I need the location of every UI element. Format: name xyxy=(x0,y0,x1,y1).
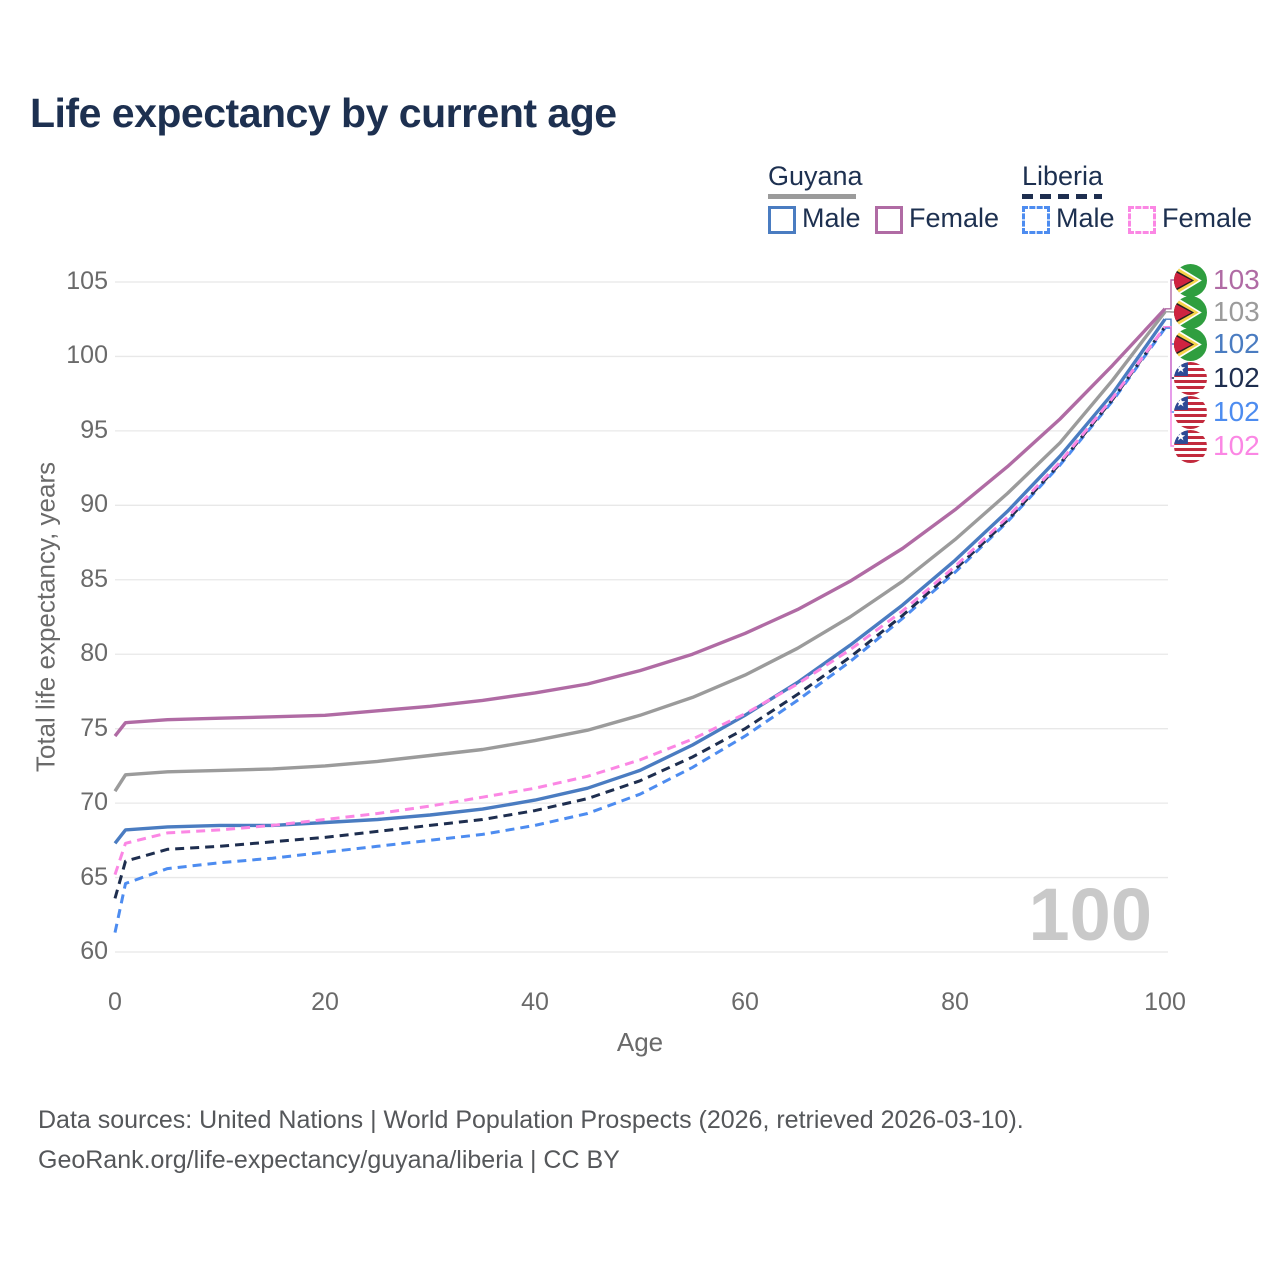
y-axis-title: Total life expectancy, years xyxy=(30,461,61,773)
legend-group-guyana: Guyana xyxy=(768,161,863,191)
liberia-dashed-line-swatch-icon xyxy=(1022,194,1102,199)
end-label-value: 102 xyxy=(1213,430,1260,461)
end-label: 103 xyxy=(1174,263,1260,297)
end-label-value: 102 xyxy=(1213,328,1260,359)
y-tick-label: 80 xyxy=(80,639,108,667)
legend-item-liberia-male[interactable]: Male xyxy=(1056,203,1115,233)
end-label: 102 xyxy=(1174,429,1260,463)
x-tick-label: 60 xyxy=(731,988,759,1016)
y-tick-label: 105 xyxy=(66,267,108,295)
x-tick-label: 100 xyxy=(1144,988,1186,1016)
y-tick-label: 75 xyxy=(80,714,108,742)
y-tick-label: 70 xyxy=(80,788,108,816)
end-label-value: 102 xyxy=(1213,362,1260,393)
legend-group-liberia: Liberia xyxy=(1022,161,1104,191)
x-tick-label: 20 xyxy=(311,988,339,1016)
legend-item-guyana-female[interactable]: Female xyxy=(909,203,1000,233)
end-label-value: 102 xyxy=(1213,396,1260,427)
end-label: 102 xyxy=(1174,327,1260,361)
guyana-flag-icon xyxy=(1174,263,1207,297)
legend-item-guyana-male[interactable]: Male xyxy=(802,203,861,233)
guyana-solid-line-swatch-icon xyxy=(768,194,856,199)
liberia-flag-icon xyxy=(1174,429,1207,463)
legend-item-liberia-female[interactable]: Female xyxy=(1162,203,1253,233)
checkbox-icon-guyana-male[interactable] xyxy=(768,206,796,234)
end-label-value: 103 xyxy=(1213,264,1260,295)
y-tick-label: 90 xyxy=(80,490,108,518)
end-label-value: 103 xyxy=(1213,296,1260,327)
page-title: Life expectancy by current age xyxy=(30,90,617,136)
liberia-flag-icon xyxy=(1174,361,1207,395)
guyana-flag-icon xyxy=(1174,327,1207,361)
y-tick-label: 85 xyxy=(80,565,108,593)
checkbox-icon-liberia-female[interactable] xyxy=(1128,206,1156,234)
age-watermark: 100 xyxy=(1028,873,1152,956)
data-sources-note: Data sources: United Nations | World Pop… xyxy=(38,1106,1024,1134)
checkbox-icon-liberia-male[interactable] xyxy=(1022,206,1050,234)
end-label: 103 xyxy=(1174,295,1260,329)
y-tick-label: 95 xyxy=(80,416,108,444)
y-tick-label: 60 xyxy=(80,937,108,965)
y-tick-label: 65 xyxy=(80,863,108,891)
x-tick-label: 0 xyxy=(108,988,122,1016)
x-tick-label: 40 xyxy=(521,988,549,1016)
guyana-flag-icon xyxy=(1174,295,1207,329)
liberia-flag-icon xyxy=(1174,395,1207,429)
end-label: 102 xyxy=(1174,395,1260,429)
x-axis-title: Age xyxy=(616,1027,664,1057)
x-tick-label: 80 xyxy=(941,988,969,1016)
end-label: 102 xyxy=(1174,361,1260,395)
checkbox-icon-guyana-female[interactable] xyxy=(875,206,903,234)
attribution-note: GeoRank.org/life-expectancy/guyana/liber… xyxy=(38,1146,620,1174)
y-tick-label: 100 xyxy=(66,341,108,369)
